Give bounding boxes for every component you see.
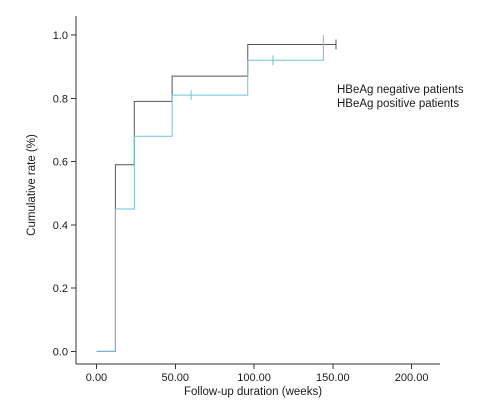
y-tick-label: 1.0 (53, 30, 68, 42)
y-tick-label: 0.0 (53, 346, 68, 358)
x-tick-label: 0.00 (86, 372, 107, 384)
y-tick-label: 0.2 (53, 283, 68, 295)
y-axis-title: Cumulative rate (%) (26, 134, 38, 236)
legend-label-hbeag-negative: HBeAg negative patients (337, 84, 464, 96)
y-tick-label: 0.6 (53, 157, 68, 169)
y-tick-label: 0.8 (53, 93, 68, 105)
axes (75, 16, 440, 365)
x-tick-label: 100.00 (237, 372, 271, 384)
series-line-hbeag-positive (96, 34, 324, 352)
plot-area (96, 34, 337, 352)
y-axis-ticks: 0.0 0.2 0.4 0.6 0.8 1.0 (53, 30, 76, 358)
x-tick-label: 200.00 (395, 372, 429, 384)
legend: HBeAg negative patients HBeAg positive p… (337, 84, 464, 110)
x-axis-title: Follow-up duration (weeks) (184, 386, 322, 398)
y-tick-label: 0.4 (53, 220, 68, 232)
legend-label-hbeag-positive: HBeAg positive patients (337, 98, 459, 110)
x-axis-ticks: 0.00 50.00 100.00 150.00 200.00 (86, 364, 429, 384)
x-tick-label: 150.00 (316, 372, 350, 384)
series-line-hbeag-negative (96, 43, 336, 352)
x-tick-label: 50.00 (162, 372, 190, 384)
